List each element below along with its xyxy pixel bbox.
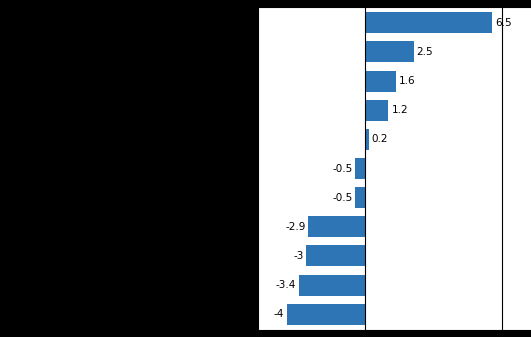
Text: 1.6: 1.6 (399, 76, 416, 86)
Bar (298, 275, 365, 296)
Text: 6.5: 6.5 (495, 18, 511, 28)
Bar (355, 158, 365, 179)
Bar (355, 187, 365, 208)
Bar (365, 129, 369, 150)
Text: -0.5: -0.5 (332, 163, 352, 174)
Text: 0.2: 0.2 (372, 134, 388, 144)
Bar (365, 70, 396, 92)
Text: -4: -4 (273, 309, 284, 319)
Text: -3: -3 (293, 251, 303, 261)
Text: 1.2: 1.2 (391, 105, 408, 115)
Bar (365, 12, 492, 33)
Text: -2.9: -2.9 (285, 222, 305, 232)
Text: 2.5: 2.5 (417, 47, 433, 57)
Bar (365, 41, 414, 62)
Text: -0.5: -0.5 (332, 193, 352, 203)
Bar (287, 304, 365, 325)
Bar (309, 216, 365, 237)
Bar (306, 245, 365, 267)
Bar (365, 100, 388, 121)
Text: -3.4: -3.4 (275, 280, 296, 290)
